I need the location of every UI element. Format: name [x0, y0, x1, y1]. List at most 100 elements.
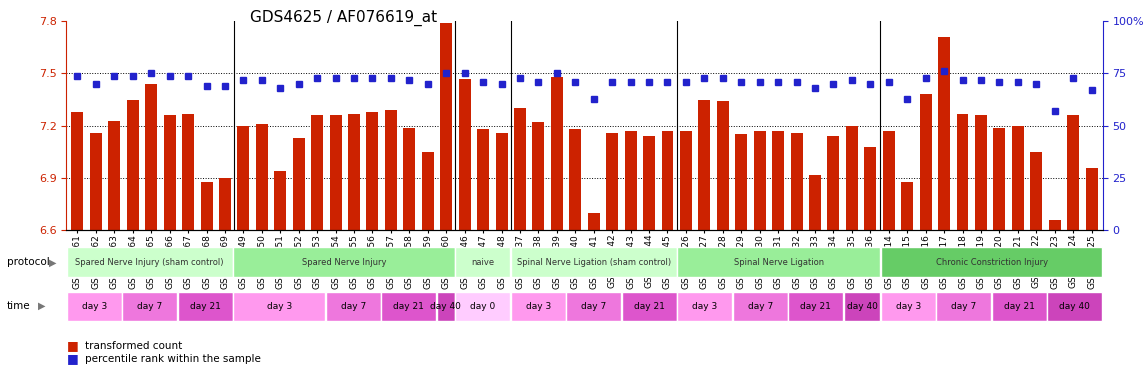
Bar	[403, 127, 416, 230]
Text: Chronic Constriction Injury: Chronic Constriction Injury	[935, 258, 1048, 266]
Bar	[956, 114, 969, 230]
Bar	[1048, 291, 1103, 321]
Bar	[606, 133, 618, 230]
Bar	[381, 291, 436, 321]
Bar	[735, 134, 748, 230]
Bar	[678, 291, 732, 321]
Text: time: time	[7, 301, 31, 311]
Bar	[625, 131, 637, 230]
Bar	[717, 101, 729, 230]
Bar	[456, 247, 511, 277]
Bar	[883, 131, 894, 230]
Text: GDS4625 / AF076619_at: GDS4625 / AF076619_at	[250, 10, 437, 26]
Bar	[881, 291, 935, 321]
Text: day 7: day 7	[340, 302, 366, 311]
Bar	[569, 129, 582, 230]
Text: day 3: day 3	[895, 302, 921, 311]
Text: protocol: protocol	[7, 257, 49, 267]
Bar	[994, 127, 1005, 230]
Bar	[772, 131, 784, 230]
Bar	[1012, 126, 1024, 230]
Bar	[678, 247, 881, 277]
Text: naive: naive	[472, 258, 495, 266]
Bar	[477, 129, 489, 230]
Bar	[937, 291, 992, 321]
Bar	[66, 247, 232, 277]
Bar	[177, 291, 232, 321]
Bar	[234, 247, 455, 277]
Bar	[437, 291, 455, 321]
Bar	[680, 131, 692, 230]
Bar	[881, 247, 1103, 277]
Bar	[366, 112, 379, 230]
Text: day 21: day 21	[800, 302, 831, 311]
Text: day 3: day 3	[81, 302, 106, 311]
Bar	[326, 291, 380, 321]
Bar	[440, 23, 452, 230]
Bar	[421, 152, 434, 230]
Bar	[237, 126, 250, 230]
Text: Spared Nerve Injury (sham control): Spared Nerve Injury (sham control)	[76, 258, 224, 266]
Bar	[511, 247, 677, 277]
Bar	[733, 291, 788, 321]
Bar	[992, 291, 1047, 321]
Bar	[109, 121, 120, 230]
Text: day 21: day 21	[190, 302, 221, 311]
Bar	[532, 122, 544, 230]
Text: Spinal Nerve Ligation: Spinal Nerve Ligation	[734, 258, 824, 266]
Bar	[864, 147, 876, 230]
Text: day 7: day 7	[951, 302, 977, 311]
Text: ■: ■	[66, 353, 78, 366]
Bar	[919, 94, 932, 230]
Bar	[200, 182, 213, 230]
Bar	[622, 291, 677, 321]
Text: day 3: day 3	[267, 302, 292, 311]
Bar	[456, 291, 511, 321]
Bar	[511, 291, 566, 321]
Bar	[698, 99, 710, 230]
Bar	[275, 171, 286, 230]
Text: Spared Nerve Injury: Spared Nerve Injury	[302, 258, 386, 266]
Text: day 21: day 21	[634, 302, 665, 311]
Bar	[789, 291, 843, 321]
Bar	[1049, 220, 1060, 230]
Bar	[496, 133, 507, 230]
Bar	[219, 178, 231, 230]
Bar	[255, 124, 268, 230]
Bar	[753, 131, 766, 230]
Text: day 21: day 21	[1004, 302, 1035, 311]
Bar	[790, 133, 803, 230]
Text: day 40: day 40	[846, 302, 877, 311]
Bar	[66, 291, 121, 321]
Bar	[123, 291, 177, 321]
Text: day 7: day 7	[748, 302, 773, 311]
Bar	[844, 291, 881, 321]
Text: transformed count: transformed count	[85, 341, 182, 351]
Text: day 21: day 21	[393, 302, 424, 311]
Bar	[164, 115, 175, 230]
Bar	[127, 99, 139, 230]
Bar	[234, 291, 325, 321]
Bar	[71, 112, 84, 230]
Bar	[459, 79, 471, 230]
Bar	[1085, 168, 1098, 230]
Text: day 40: day 40	[431, 302, 461, 311]
Text: day 7: day 7	[582, 302, 607, 311]
Text: day 0: day 0	[471, 302, 496, 311]
Text: ■: ■	[66, 339, 78, 352]
Bar	[1067, 115, 1079, 230]
Text: day 40: day 40	[1059, 302, 1090, 311]
Bar	[662, 131, 673, 230]
Bar	[587, 213, 600, 230]
Bar	[348, 114, 360, 230]
Bar	[514, 108, 526, 230]
Bar	[567, 291, 621, 321]
Bar	[551, 77, 563, 230]
Bar	[145, 84, 157, 230]
Bar	[643, 136, 655, 230]
Bar	[293, 138, 305, 230]
Bar	[330, 115, 341, 230]
Bar	[385, 110, 397, 230]
Text: ▶: ▶	[38, 301, 46, 311]
Bar	[90, 133, 102, 230]
